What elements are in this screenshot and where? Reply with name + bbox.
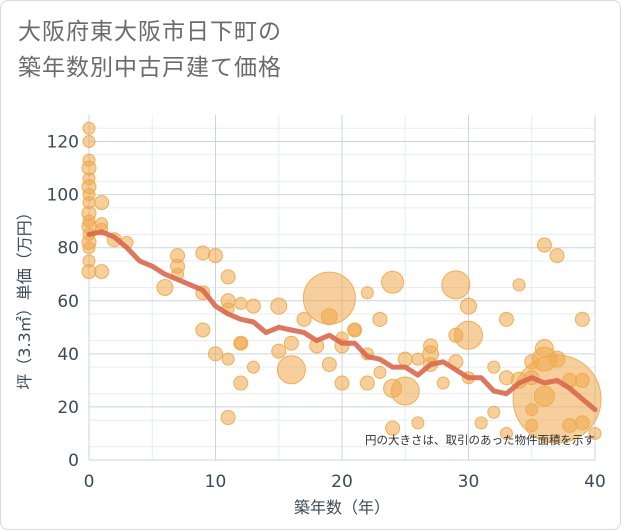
scatter-point xyxy=(525,419,539,432)
scatter-point xyxy=(548,350,566,368)
scatter-point xyxy=(533,385,555,407)
scatter-point xyxy=(436,376,450,390)
scatter-point xyxy=(460,297,477,315)
scatter-point xyxy=(498,370,514,386)
y-tick-label: 40 xyxy=(57,345,79,365)
bubble-layer xyxy=(81,121,602,444)
y-tick-label: 60 xyxy=(57,292,79,312)
scatter-point xyxy=(82,241,96,255)
scatter-point xyxy=(512,278,526,292)
scatter-point xyxy=(372,311,388,327)
scatter-point xyxy=(234,296,248,310)
scatter-point xyxy=(82,254,96,268)
x-tick-label: 30 xyxy=(458,472,480,492)
scatter-point xyxy=(525,403,539,417)
scatter-point xyxy=(448,327,464,343)
scatter-point xyxy=(487,405,501,419)
scatter-point xyxy=(498,311,514,327)
scatter-point xyxy=(208,346,223,362)
scatter-point xyxy=(383,378,403,398)
scatter-point xyxy=(82,121,96,135)
scatter-point xyxy=(348,323,362,337)
x-tick-label: 0 xyxy=(84,472,95,492)
scatter-point xyxy=(574,415,590,431)
scatter-point xyxy=(246,360,260,374)
scatter-point xyxy=(359,375,375,391)
scatter-point xyxy=(271,343,287,359)
scatter-point xyxy=(208,248,223,264)
scatter-point xyxy=(562,418,578,433)
scatter-point xyxy=(320,308,338,326)
scatter-point xyxy=(411,416,425,430)
y-axis-ticks: 0 20 40 60 80 100 120 xyxy=(47,133,79,471)
scatter-point xyxy=(276,355,306,385)
scatter-point xyxy=(195,245,211,261)
scatter-point xyxy=(94,264,110,280)
x-tick-label: 20 xyxy=(331,472,353,492)
scatter-point xyxy=(220,410,236,426)
scatter-point xyxy=(474,416,488,430)
scatter-point xyxy=(321,356,337,372)
scatter-point xyxy=(283,335,299,351)
scatter-point xyxy=(94,195,110,211)
scatter-point xyxy=(233,375,249,391)
scatter-point xyxy=(441,270,471,300)
y-axis-label: 坪（3.3㎡）単価（万円） xyxy=(15,204,34,389)
scatter-point xyxy=(82,135,96,149)
scatter-point xyxy=(156,279,174,296)
scatter-point xyxy=(411,352,425,366)
scatter-point xyxy=(296,311,312,327)
scatter-point xyxy=(82,153,96,167)
scatter-point xyxy=(512,354,602,444)
scatter-point xyxy=(82,196,96,210)
y-tick-label: 120 xyxy=(47,133,79,153)
scatter-point xyxy=(423,338,439,354)
x-axis-ticks: 0 10 20 30 40 xyxy=(84,472,606,492)
scatter-point xyxy=(534,339,554,359)
scatter-point xyxy=(245,298,261,314)
x-tick-label: 40 xyxy=(584,472,606,492)
scatter-point xyxy=(536,237,552,253)
scatter-point xyxy=(234,336,248,350)
x-axis-label: 築年数（年） xyxy=(294,498,390,517)
scatter-point xyxy=(385,420,401,436)
chart-title-line-2: 築年数別中古戸建て価格 xyxy=(18,55,282,81)
scatter-point xyxy=(549,248,565,264)
chart-title-line-1: 大阪府東大阪市日下町の xyxy=(18,19,282,45)
scatter-point xyxy=(524,354,540,370)
scatter-point xyxy=(588,426,602,440)
x-tick-label: 10 xyxy=(205,472,227,492)
y-tick-label: 100 xyxy=(47,186,79,206)
y-tick-label: 20 xyxy=(57,398,79,418)
trend-line xyxy=(86,229,598,413)
scatter-point xyxy=(221,352,235,366)
scatter-point xyxy=(574,372,590,388)
scatter-point xyxy=(397,351,413,367)
scatter-point xyxy=(381,270,405,294)
y-tick-label: 0 xyxy=(68,451,79,471)
scatter-point xyxy=(195,322,211,338)
scatter-point xyxy=(360,286,374,300)
y-tick-label: 80 xyxy=(57,239,79,259)
scatter-point xyxy=(574,311,590,327)
size-legend-note: 円の大きさは、取引のあった物件面積を示す xyxy=(365,433,595,447)
scatter-point xyxy=(373,365,387,379)
scatter-point xyxy=(487,360,501,374)
scatter-point xyxy=(270,297,288,315)
scatter-point xyxy=(499,426,513,440)
scatter-point xyxy=(220,269,236,285)
scatter-point xyxy=(334,375,350,391)
scatter-point xyxy=(82,172,96,186)
scatter-point xyxy=(82,214,96,228)
chart-title: 大阪府東大阪市日下町の 築年数別中古戸建て価格 xyxy=(18,14,282,86)
